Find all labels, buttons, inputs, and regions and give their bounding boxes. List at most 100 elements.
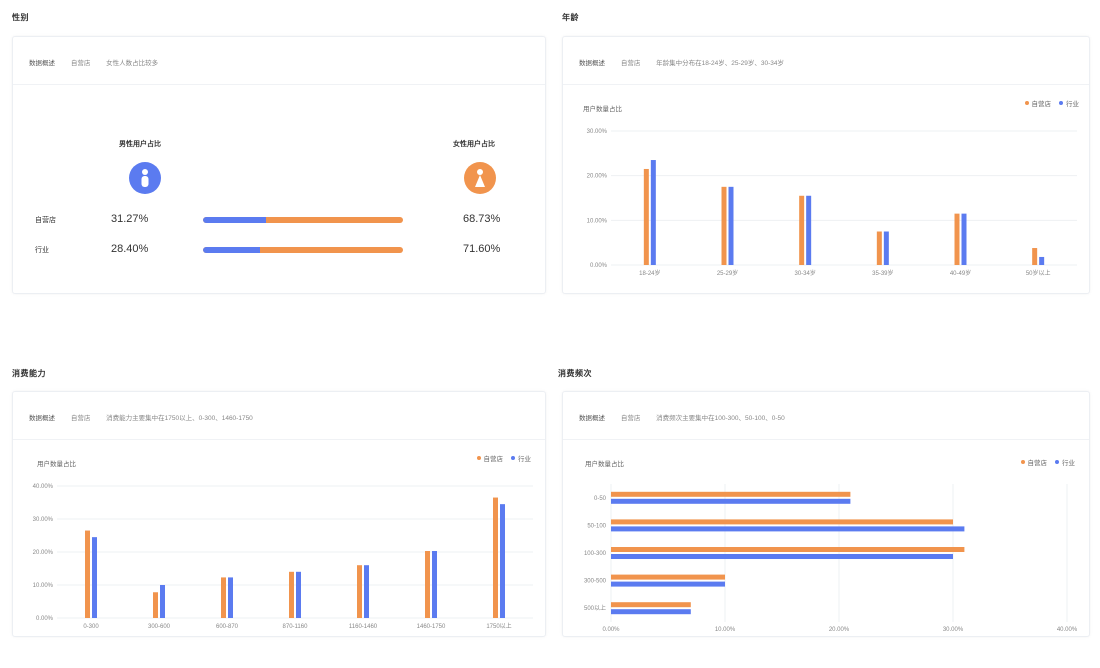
industry-bar xyxy=(296,571,301,618)
industry-bar xyxy=(500,504,505,618)
legend-self-swatch xyxy=(1020,460,1025,464)
y-tick-label: 20.00% xyxy=(587,174,608,180)
spending-section-title: 消费能力 xyxy=(12,369,46,378)
age-section-title: 年龄 xyxy=(562,13,579,22)
male-ratio-fill xyxy=(203,217,266,223)
male-person-icon xyxy=(129,162,161,194)
summary-text: 女性人数占比较多 xyxy=(106,60,159,67)
y-tick-label: 100-300 xyxy=(584,551,607,557)
male-ratio-fill xyxy=(203,247,260,253)
legend-self-label: 自营店 xyxy=(1031,101,1052,108)
self-bar xyxy=(357,565,362,618)
x-tick-label: 20.00% xyxy=(829,627,850,633)
legend-industry-label: 行业 xyxy=(1062,460,1075,467)
gender-ratio-bar xyxy=(203,247,403,253)
summary-label: 数据概述 xyxy=(29,415,55,422)
industry-bar xyxy=(432,551,437,618)
self-bar xyxy=(611,547,965,552)
industry-bar xyxy=(611,609,691,615)
summary-label: 数据概述 xyxy=(29,60,55,67)
x-tick-label: 0.00% xyxy=(602,627,620,633)
legend-industry-swatch xyxy=(511,456,515,460)
industry-bar xyxy=(228,577,233,618)
x-tick-label: 1750以上 xyxy=(486,622,511,630)
y-tick-label: 0.00% xyxy=(590,263,608,269)
gender-ratio-bar xyxy=(203,217,403,223)
male-ratio-label: 男性用户占比 xyxy=(119,141,161,148)
frequency-section-title: 消费频次 xyxy=(558,369,592,378)
industry-bar xyxy=(1039,256,1045,265)
industry-bar xyxy=(883,231,889,265)
x-tick-label: 50岁以上 xyxy=(1026,269,1051,277)
female-person-icon xyxy=(464,162,496,194)
y-tick-label: 500以上 xyxy=(584,604,606,612)
industry-bar xyxy=(806,195,812,265)
summary-text: 年龄集中分布在18-24岁、25-29岁、30-34岁 xyxy=(656,60,784,67)
industry-bar xyxy=(611,498,851,504)
x-tick-label: 18-24岁 xyxy=(639,269,660,277)
summary-label: 数据概述 xyxy=(579,60,605,67)
gender-summary: 数据概述 自营店 女性人数占比较多 xyxy=(13,37,545,85)
female-percent: 71.60% xyxy=(463,243,501,255)
legend-self-label: 自营店 xyxy=(483,456,504,463)
self-bar xyxy=(611,574,725,580)
legend-industry: 行业 xyxy=(1059,98,1079,108)
summary-label: 数据概述 xyxy=(579,415,605,422)
self-bar xyxy=(153,592,158,618)
summary-store: 自营店 xyxy=(70,60,91,67)
self-bar xyxy=(493,497,498,618)
female-percent: 68.73% xyxy=(463,213,501,225)
industry-bar xyxy=(611,581,725,587)
x-tick-label: 0-300 xyxy=(83,624,99,630)
self-bar xyxy=(611,519,953,525)
x-tick-label: 1160-1460 xyxy=(349,624,378,630)
spending-card: 数据概述 自营店 消费能力主要集中在1750以上、0-300、1460-1750… xyxy=(12,391,546,637)
x-tick-label: 30-34岁 xyxy=(794,269,815,277)
x-tick-label: 30.00% xyxy=(943,627,964,633)
y-tick-label: 0-50 xyxy=(594,496,607,502)
summary-text: 消费能力主要集中在1750以上、0-300、1460-1750 xyxy=(106,415,253,422)
male-percent: 28.40% xyxy=(111,243,149,255)
legend-self: 自营店 xyxy=(476,453,504,463)
summary-store: 自营店 xyxy=(620,60,641,67)
x-tick-label: 600-870 xyxy=(216,624,239,630)
industry-bar xyxy=(650,160,656,265)
age-chart: 0.00% 10.00% 20.00% 30.00% 18-24岁 25-29岁 30-34… xyxy=(587,129,1077,277)
self-bar xyxy=(425,551,430,618)
legend-industry: 行业 xyxy=(511,453,531,463)
male-percent: 31.27% xyxy=(111,213,149,225)
industry-bar xyxy=(160,585,165,618)
summary-store: 自营店 xyxy=(70,415,91,422)
industry-bar xyxy=(364,565,369,618)
self-bar xyxy=(954,213,960,265)
x-tick-label: 40-49岁 xyxy=(950,269,971,277)
gender-section-title: 性别 xyxy=(12,13,29,22)
industry-bar xyxy=(611,526,965,532)
self-bar xyxy=(221,577,226,618)
summary-text: 消费频次主要集中在100-300、50-100、0-50 xyxy=(656,415,785,422)
self-bar xyxy=(876,231,882,265)
y-tick-label: 30.00% xyxy=(587,129,608,135)
self-bar xyxy=(799,195,805,265)
x-tick-label: 35-39岁 xyxy=(872,269,893,277)
y-tick-label: 300-500 xyxy=(584,579,607,585)
industry-bar xyxy=(961,213,967,265)
self-bar xyxy=(289,571,294,618)
self-bar xyxy=(85,530,90,618)
industry-bar xyxy=(92,537,97,618)
age-legend: 自营店 行业 xyxy=(1024,98,1079,108)
gender-row-name: 自营店 xyxy=(35,217,56,224)
x-tick-label: 870-1160 xyxy=(283,624,309,630)
legend-industry-swatch xyxy=(1059,101,1063,105)
spending-summary: 数据概述 自营店 消费能力主要集中在1750以上、0-300、1460-1750 xyxy=(13,392,545,440)
age-ylabel: 用户数量占比 xyxy=(583,106,622,113)
x-tick-label: 300-600 xyxy=(148,624,171,630)
legend-self-swatch xyxy=(476,456,481,460)
y-tick-label: 10.00% xyxy=(587,218,608,224)
self-bar xyxy=(721,186,727,265)
self-bar xyxy=(611,491,851,497)
y-tick-label: 10.00% xyxy=(33,583,54,589)
female-ratio-label: 女性用户占比 xyxy=(453,141,495,148)
spending-legend: 自营店 行业 xyxy=(476,453,531,463)
frequency-legend: 自营店 行业 xyxy=(1020,457,1075,467)
